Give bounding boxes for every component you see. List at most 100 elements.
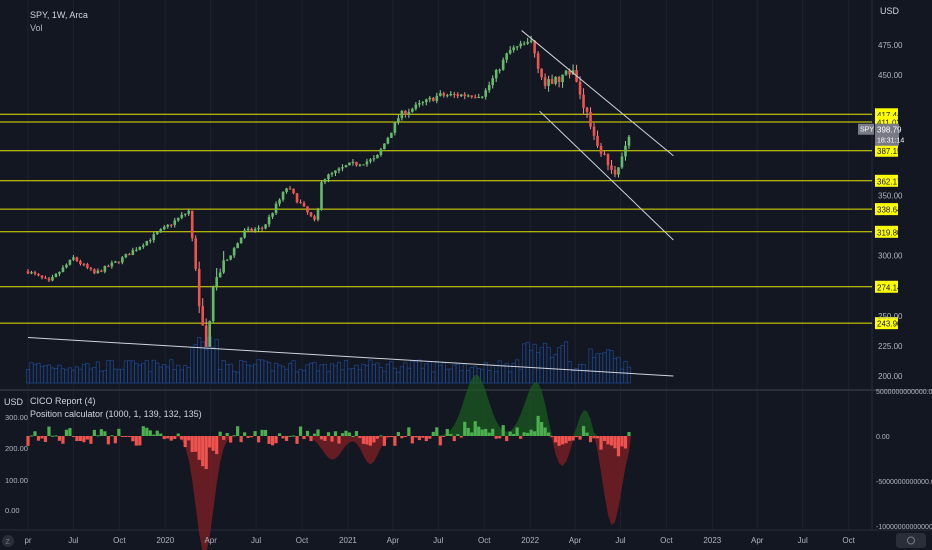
- candle-body[interactable]: [585, 107, 589, 112]
- candle-body[interactable]: [550, 79, 554, 84]
- candle-body[interactable]: [187, 210, 191, 214]
- candle-body[interactable]: [344, 165, 348, 168]
- candle-body[interactable]: [421, 102, 425, 104]
- candle-body[interactable]: [603, 153, 606, 155]
- candle-body[interactable]: [519, 43, 522, 47]
- candle-body[interactable]: [498, 69, 501, 71]
- candle-body[interactable]: [547, 79, 550, 86]
- candle-body[interactable]: [121, 257, 124, 263]
- candle-body[interactable]: [183, 213, 187, 215]
- candle-body[interactable]: [365, 161, 369, 165]
- candle-body[interactable]: [526, 41, 529, 44]
- candle-body[interactable]: [432, 97, 435, 101]
- candle-body[interactable]: [295, 193, 299, 203]
- candle-body[interactable]: [487, 85, 491, 91]
- candle-body[interactable]: [533, 40, 536, 54]
- candle-body[interactable]: [54, 273, 58, 278]
- candle-body[interactable]: [267, 216, 271, 225]
- candle-body[interactable]: [306, 206, 309, 213]
- candle-body[interactable]: [65, 264, 68, 268]
- candle-body[interactable]: [44, 277, 47, 279]
- candle-body[interactable]: [515, 46, 519, 48]
- candle-body[interactable]: [568, 70, 571, 75]
- candle-body[interactable]: [37, 273, 40, 276]
- candle-body[interactable]: [197, 268, 201, 307]
- candle-body[interactable]: [218, 272, 222, 278]
- candle-body[interactable]: [211, 286, 215, 322]
- candle-body[interactable]: [128, 254, 131, 256]
- candle-body[interactable]: [260, 227, 264, 229]
- candle-body[interactable]: [82, 263, 86, 265]
- candle-body[interactable]: [596, 135, 599, 146]
- candle-body[interactable]: [89, 267, 93, 270]
- candle-body[interactable]: [529, 40, 533, 42]
- candle-body[interactable]: [124, 254, 128, 258]
- candle-body[interactable]: [557, 76, 561, 82]
- candle-body[interactable]: [617, 167, 620, 175]
- candle-body[interactable]: [285, 188, 288, 192]
- candle-body[interactable]: [627, 136, 631, 146]
- candle-body[interactable]: [606, 154, 610, 166]
- candle-body[interactable]: [201, 306, 205, 326]
- candle-body[interactable]: [232, 248, 236, 256]
- candle-body[interactable]: [589, 111, 592, 127]
- candle-body[interactable]: [142, 245, 145, 247]
- candle-body[interactable]: [33, 272, 37, 274]
- candle-body[interactable]: [309, 212, 313, 217]
- candle-body[interactable]: [435, 95, 439, 101]
- candle-body[interactable]: [288, 188, 292, 190]
- candle-body[interactable]: [79, 261, 82, 264]
- candle-body[interactable]: [107, 266, 110, 268]
- candle-body[interactable]: [51, 277, 54, 281]
- candle-body[interactable]: [75, 257, 79, 262]
- candle-body[interactable]: [194, 238, 198, 269]
- candle-body[interactable]: [222, 260, 225, 273]
- candle-body[interactable]: [229, 255, 232, 260]
- candle-body[interactable]: [624, 145, 627, 157]
- candle-body[interactable]: [540, 68, 543, 78]
- candle-body[interactable]: [341, 167, 344, 169]
- candle-body[interactable]: [564, 70, 568, 75]
- candle-body[interactable]: [491, 78, 495, 86]
- candle-body[interactable]: [411, 108, 414, 112]
- candle-body[interactable]: [155, 232, 159, 235]
- candle-body[interactable]: [459, 94, 463, 97]
- candle-body[interactable]: [281, 191, 285, 200]
- candle-body[interactable]: [313, 216, 316, 220]
- candle-body[interactable]: [257, 227, 260, 230]
- candle-body[interactable]: [166, 224, 170, 227]
- candle-body[interactable]: [40, 275, 44, 278]
- settings-button[interactable]: [896, 533, 926, 548]
- candle-body[interactable]: [505, 53, 508, 60]
- candle-body[interactable]: [477, 96, 481, 98]
- candle-body[interactable]: [508, 50, 512, 54]
- candle-body[interactable]: [554, 76, 557, 84]
- candle-body[interactable]: [337, 168, 341, 171]
- candle-body[interactable]: [93, 269, 96, 274]
- candle-body[interactable]: [30, 272, 33, 274]
- candle-body[interactable]: [271, 213, 274, 217]
- candle-body[interactable]: [299, 202, 302, 204]
- candle-body[interactable]: [100, 270, 103, 272]
- candle-body[interactable]: [169, 224, 173, 226]
- candle-body[interactable]: [445, 95, 449, 97]
- candle-body[interactable]: [138, 246, 142, 250]
- candle-body[interactable]: [438, 93, 442, 96]
- candle-body[interactable]: [578, 81, 582, 95]
- candle-body[interactable]: [372, 158, 376, 160]
- candle-body[interactable]: [68, 259, 72, 265]
- candle-body[interactable]: [536, 53, 540, 69]
- candle-body[interactable]: [215, 277, 218, 287]
- support-trendline[interactable]: [27, 336, 674, 377]
- indicator2-title[interactable]: Position calculator (1000, 1, 139, 132, …: [30, 409, 202, 419]
- candle-body[interactable]: [425, 99, 428, 103]
- candle-body[interactable]: [362, 164, 365, 166]
- candle-body[interactable]: [180, 214, 184, 218]
- candle-body[interactable]: [386, 137, 390, 144]
- candle-body[interactable]: [131, 250, 135, 256]
- candle-body[interactable]: [152, 234, 156, 241]
- candle-body[interactable]: [582, 94, 585, 108]
- candle-body[interactable]: [351, 161, 355, 163]
- candle-body[interactable]: [208, 321, 211, 347]
- candle-body[interactable]: [114, 261, 117, 263]
